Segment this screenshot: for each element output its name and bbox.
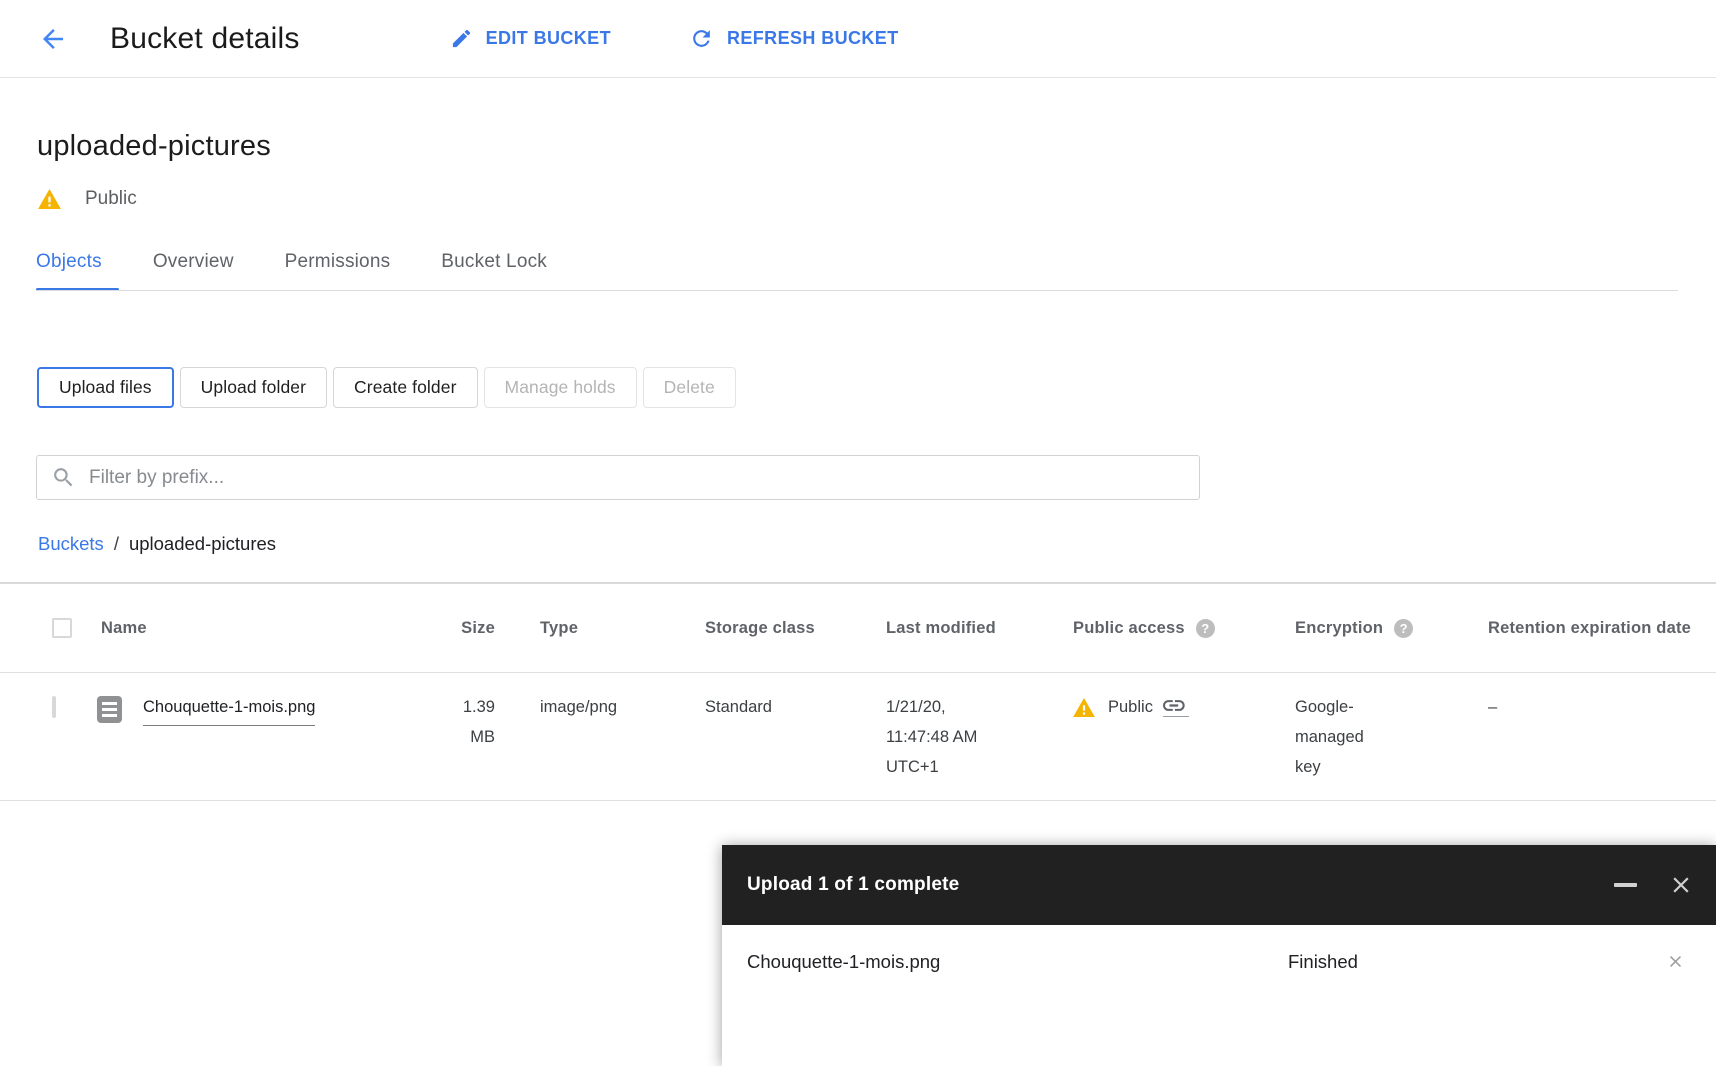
delete-button: Delete	[642, 367, 736, 408]
column-header-retention[interactable]: Retention expiration date	[1488, 618, 1692, 637]
breadcrumb: Buckets / uploaded-pictures	[38, 533, 276, 555]
upload-dialog-body: Chouquette-1-mois.png Finished	[722, 925, 1716, 973]
breadcrumb-current: uploaded-pictures	[128, 533, 277, 554]
object-storage-class-cell: Standard	[705, 698, 772, 716]
column-header-last-modified[interactable]: Last modified	[886, 618, 996, 637]
help-icon[interactable]: ?	[1394, 618, 1414, 638]
bucket-name: uploaded-pictures	[37, 130, 271, 162]
tab-bar: Objects Overview Permissions Bucket Lock	[36, 251, 598, 293]
pencil-icon	[450, 27, 473, 50]
help-icon[interactable]: ?	[1195, 618, 1215, 638]
copy-link-icon[interactable]	[1162, 698, 1189, 717]
top-bar: Bucket details EDIT BUCKET REFRESH BUCKE…	[0, 0, 1716, 78]
file-icon	[97, 695, 122, 723]
breadcrumb-separator: /	[113, 533, 119, 554]
column-header-encryption[interactable]: Encryption ?	[1295, 618, 1488, 638]
breadcrumb-buckets-link[interactable]: Buckets	[38, 533, 104, 554]
column-header-storage-class[interactable]: Storage class	[705, 618, 815, 637]
object-type-cell: image/png	[540, 698, 618, 716]
object-encryption-cell: Google-managed key	[1295, 698, 1364, 776]
object-name-link[interactable]: Chouquette-1-mois.png	[143, 692, 316, 726]
upload-dialog-header: Upload 1 of 1 complete	[722, 845, 1716, 925]
tab-overview[interactable]: Overview	[152, 251, 234, 272]
arrow-back-icon	[38, 24, 68, 54]
tab-objects[interactable]: Objects	[36, 251, 102, 272]
manage-holds-button: Manage holds	[483, 367, 637, 408]
tab-permissions[interactable]: Permissions	[284, 251, 391, 272]
active-tab-underline	[36, 288, 119, 291]
table-row: Chouquette-1-mois.png 1.39 MB image/png …	[0, 672, 1716, 801]
object-public-access-cell: Public	[1071, 692, 1295, 722]
back-button[interactable]	[36, 22, 70, 56]
edit-bucket-label: EDIT BUCKET	[485, 28, 611, 48]
object-actions-toolbar: Upload files Upload folder Create folder…	[37, 367, 736, 408]
public-access-value: Public	[1108, 698, 1153, 716]
page-title: Bucket details	[110, 21, 300, 55]
warning-icon	[1073, 697, 1095, 717]
column-header-public-access[interactable]: Public access ?	[1071, 618, 1295, 638]
select-all-checkbox[interactable]	[52, 618, 72, 638]
search-icon	[51, 465, 76, 490]
create-folder-button[interactable]: Create folder	[333, 367, 478, 408]
bucket-access-label: Public	[85, 188, 137, 209]
refresh-icon	[689, 26, 714, 51]
object-retention-cell: –	[1488, 698, 1498, 716]
table-header-row: Name Size Type Storage class Last modifi…	[0, 582, 1716, 672]
filter-by-prefix-input[interactable]	[89, 466, 1199, 489]
upload-folder-button[interactable]: Upload folder	[179, 367, 328, 408]
object-last-modified-cell: 1/21/20, 11:47:48 AM UTC+1	[886, 698, 978, 776]
warning-icon	[38, 189, 61, 209]
upload-file-status: Finished	[1288, 951, 1358, 972]
tab-divider	[36, 290, 1678, 291]
column-header-type[interactable]: Type	[540, 618, 579, 637]
column-header-name[interactable]: Name	[101, 618, 147, 637]
edit-bucket-button[interactable]: EDIT BUCKET	[450, 27, 611, 50]
bucket-access-row: Public	[38, 188, 137, 210]
column-header-size[interactable]: Size	[461, 618, 495, 637]
tab-bucket-lock[interactable]: Bucket Lock	[441, 251, 547, 272]
minimize-icon[interactable]	[1614, 883, 1637, 887]
object-name-cell: Chouquette-1-mois.png	[97, 692, 397, 726]
objects-table: Name Size Type Storage class Last modifi…	[0, 582, 1716, 801]
upload-files-button[interactable]: Upload files	[37, 367, 174, 408]
object-size-cell: 1.39 MB	[462, 698, 495, 746]
filter-field	[36, 455, 1200, 500]
dismiss-upload-row-icon[interactable]	[1666, 952, 1685, 971]
upload-file-name: Chouquette-1-mois.png	[747, 951, 941, 972]
row-checkbox[interactable]	[52, 696, 56, 718]
refresh-bucket-button[interactable]: REFRESH BUCKET	[689, 26, 899, 51]
refresh-bucket-label: REFRESH BUCKET	[726, 28, 899, 48]
upload-dialog-title: Upload 1 of 1 complete	[747, 874, 960, 895]
close-icon[interactable]	[1668, 872, 1694, 898]
upload-status-dialog: Upload 1 of 1 complete Chouquette-1-mois…	[722, 845, 1716, 1066]
